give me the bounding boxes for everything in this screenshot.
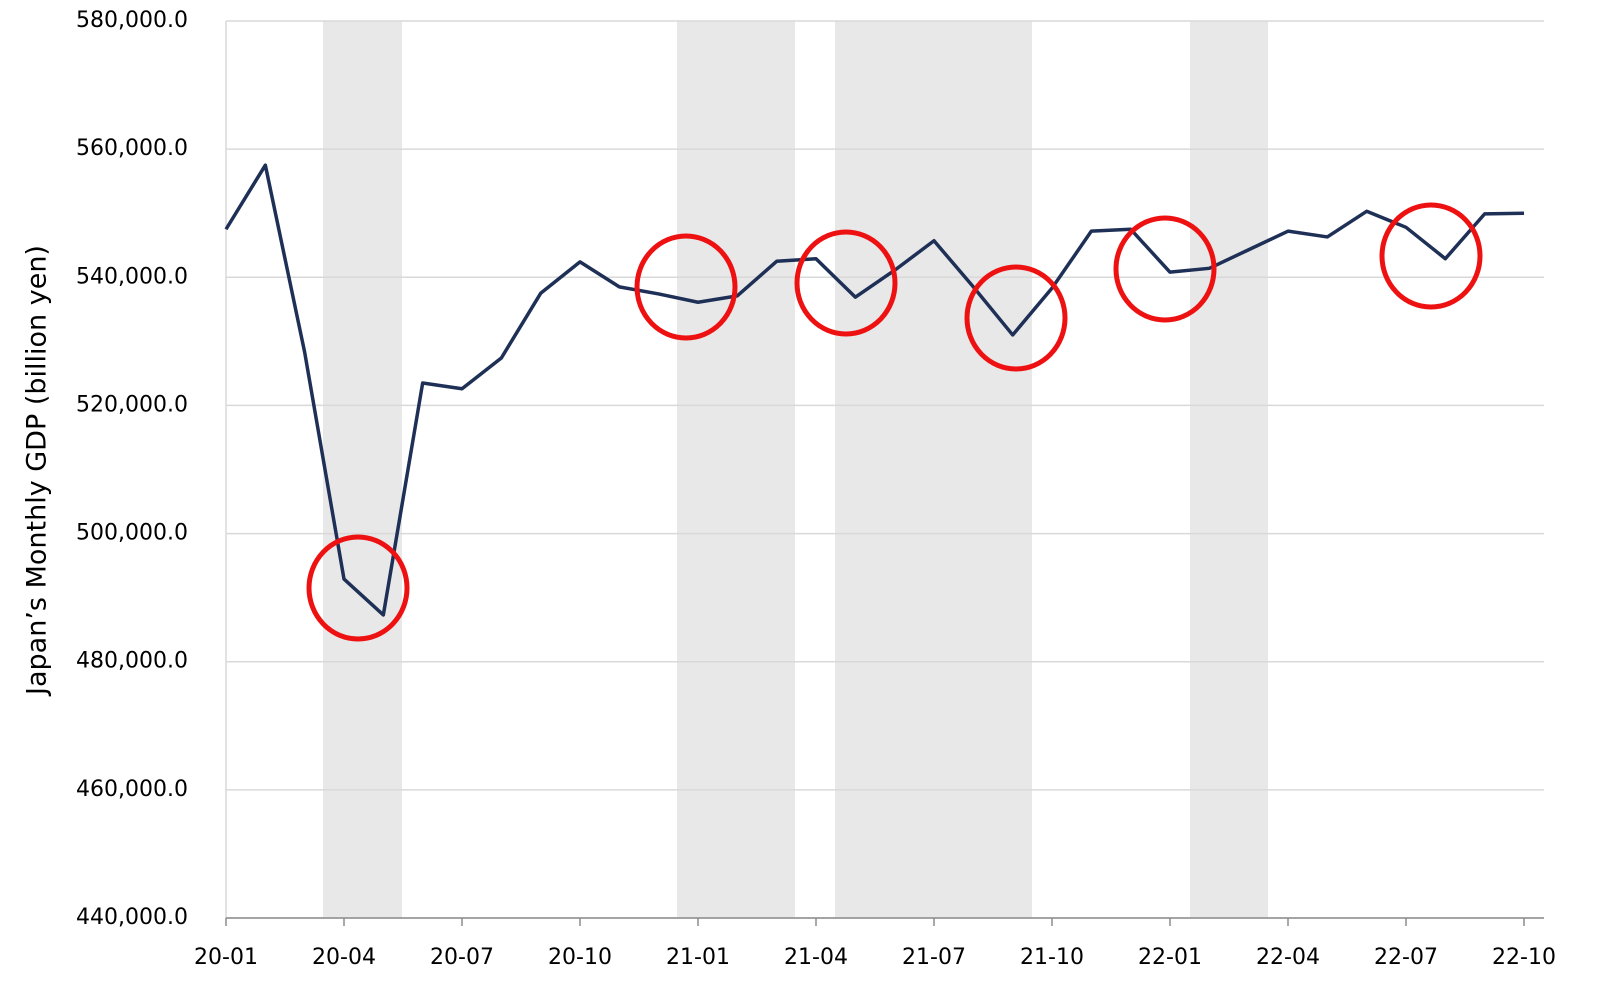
y-tick-label: 480,000.0 — [76, 649, 188, 674]
shaded-period — [323, 21, 402, 918]
x-tick-label: 21-07 — [902, 945, 966, 970]
highlight-circle — [964, 264, 1068, 372]
highlight-circle — [306, 534, 410, 642]
x-tick-label: 20-01 — [194, 945, 258, 970]
y-axis-label: Japan’s Monthly GDP (billion yen) — [22, 245, 53, 697]
y-tick-label: 580,000.0 — [76, 8, 188, 33]
x-tick-label: 20-04 — [312, 945, 376, 970]
plot — [224, 163, 1525, 617]
highlight-circle — [1113, 215, 1217, 323]
x-tick-label: 21-01 — [666, 945, 730, 970]
line-series — [224, 163, 1525, 617]
highlight-circle — [1379, 202, 1483, 310]
y-tick-label: 520,000.0 — [76, 392, 188, 417]
x-tick-label: 22-10 — [1492, 945, 1556, 970]
x-tick-label: 21-10 — [1020, 945, 1084, 970]
x-tick-label: 22-01 — [1138, 945, 1202, 970]
highlight-circles — [306, 202, 1483, 642]
x-tick-label: 21-04 — [784, 945, 848, 970]
shaded-period — [835, 21, 1032, 918]
y-tick-label: 540,000.0 — [76, 264, 188, 289]
x-tick-label: 22-04 — [1256, 945, 1320, 970]
highlight-circle — [794, 229, 898, 337]
x-tick-label: 20-07 — [430, 945, 494, 970]
x-tick-label: 22-07 — [1374, 945, 1438, 970]
shaded-periods — [323, 21, 1268, 918]
y-tick-label: 560,000.0 — [76, 136, 188, 161]
y-tick-label: 440,000.0 — [76, 905, 188, 930]
highlight-circle — [634, 233, 738, 341]
x-tick-label: 20-10 — [548, 945, 612, 970]
shaded-period — [1190, 21, 1268, 918]
shaded-period — [677, 21, 795, 918]
y-tick-label: 460,000.0 — [76, 777, 188, 802]
y-tick-label: 500,000.0 — [76, 521, 188, 546]
